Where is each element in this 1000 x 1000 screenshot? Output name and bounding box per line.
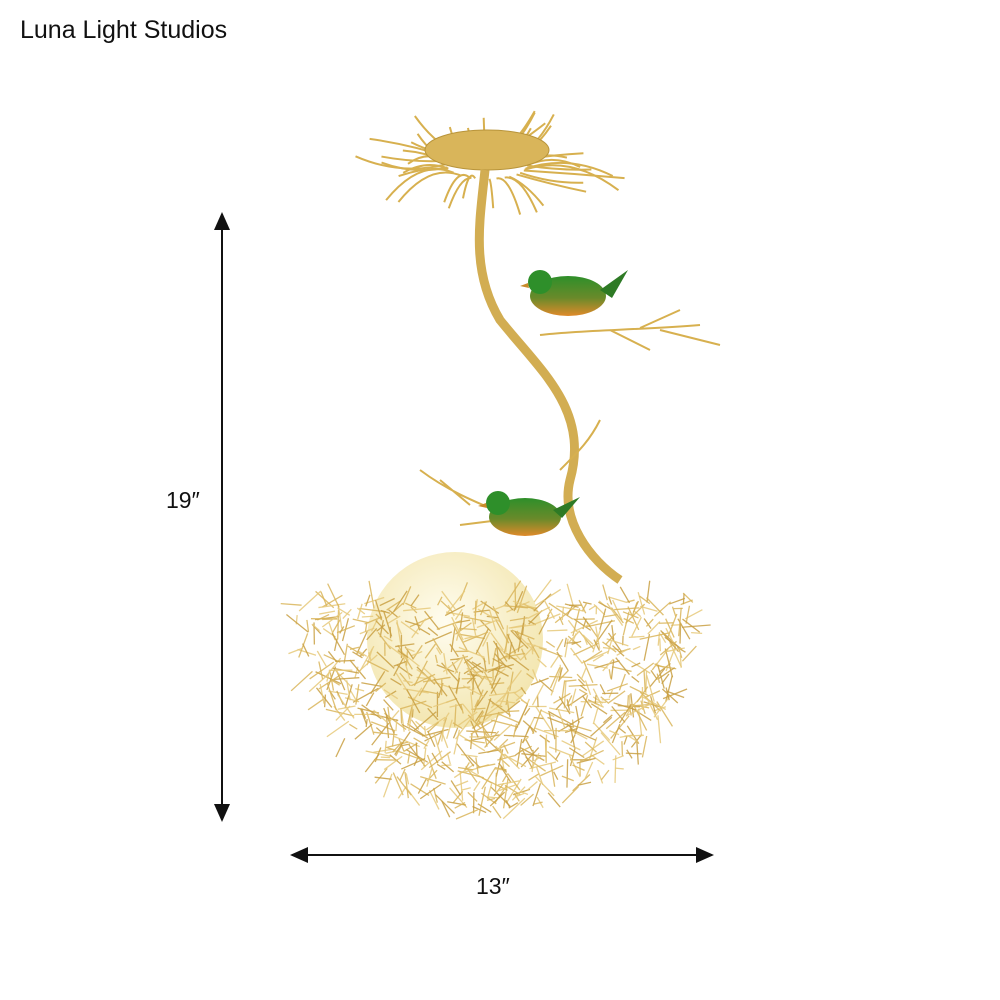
wire-nest — [280, 579, 711, 820]
glass-globe — [367, 552, 543, 728]
width-label: 13″ — [476, 873, 510, 899]
ceiling-canopy — [424, 129, 550, 171]
lamp-image — [280, 110, 721, 820]
bird-lower — [478, 491, 580, 536]
bird-upper — [520, 270, 628, 316]
stem — [474, 169, 623, 584]
height-label: 19″ — [166, 487, 200, 513]
brand-name: Luna Light Studios — [20, 16, 228, 44]
